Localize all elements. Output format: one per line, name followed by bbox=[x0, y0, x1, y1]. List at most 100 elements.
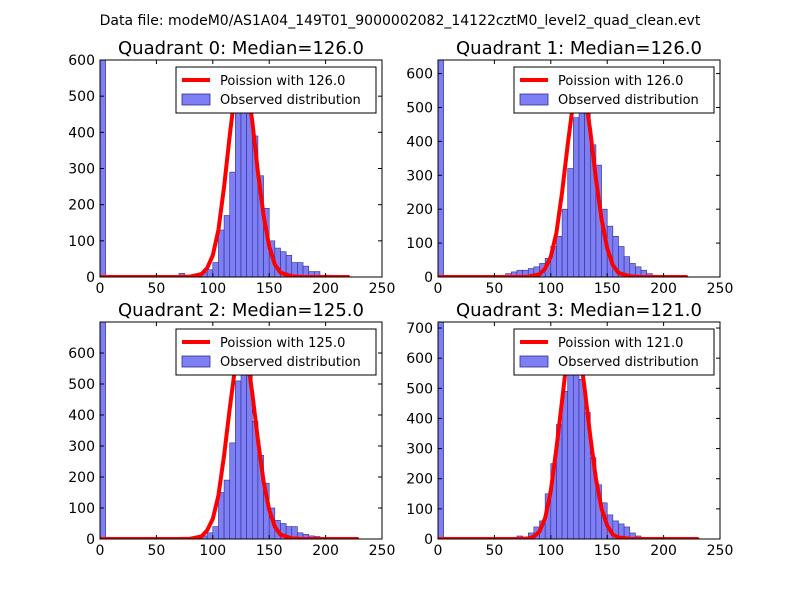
y-tick-label: 500 bbox=[406, 100, 433, 116]
x-tick-label: 150 bbox=[256, 281, 283, 297]
y-tick-label: 0 bbox=[86, 270, 95, 286]
y-tick-label: 0 bbox=[86, 532, 95, 548]
y-tick-label: 300 bbox=[406, 168, 433, 184]
legend-entry-poisson: Poission with 121.0 bbox=[558, 336, 683, 351]
legend: Poission with 126.0 Observed distribution bbox=[175, 66, 377, 114]
y-tick-label: 100 bbox=[406, 236, 433, 252]
x-tick-label: 150 bbox=[594, 281, 621, 297]
y-tick-label: 300 bbox=[406, 442, 433, 458]
y-tick-label: 400 bbox=[406, 134, 433, 150]
y-tick-label: 400 bbox=[68, 125, 95, 141]
axes-frame bbox=[99, 321, 383, 540]
quadrant-title: Quadrant 0: Median=126.0 bbox=[118, 38, 364, 59]
x-tick-label: 100 bbox=[537, 543, 564, 559]
legend: Poission with 125.0 Observed distribution bbox=[175, 328, 377, 376]
histogram-bar bbox=[573, 351, 580, 539]
y-tick-label: 600 bbox=[68, 346, 95, 362]
histogram-bar bbox=[438, 322, 444, 539]
histogram-bar bbox=[235, 103, 242, 277]
y-tick-label: 200 bbox=[68, 470, 95, 486]
x-tick-label: 200 bbox=[312, 543, 339, 559]
legend-entry-observed: Observed distribution bbox=[220, 93, 361, 108]
y-tick-label: 300 bbox=[68, 439, 95, 455]
x-tick-label: 0 bbox=[434, 543, 443, 559]
y-tick-label: 400 bbox=[68, 408, 95, 424]
histogram-bar bbox=[235, 380, 242, 539]
y-tick-label: 0 bbox=[424, 270, 433, 286]
histogram-bar bbox=[556, 236, 563, 277]
x-tick-label: 50 bbox=[147, 281, 165, 297]
histogram-bar bbox=[567, 168, 574, 277]
x-tick-label: 250 bbox=[707, 543, 734, 559]
x-tick-label: 100 bbox=[199, 543, 226, 559]
legend-patch-swatch bbox=[519, 355, 549, 368]
quadrant-title: Quadrant 3: Median=121.0 bbox=[456, 300, 702, 321]
x-tick-label: 0 bbox=[96, 543, 105, 559]
quadrant-3-panel: Quadrant 3: Median=121.0 0 50 100 150 200 250 0… bbox=[406, 300, 733, 559]
histogram-bar bbox=[573, 117, 580, 277]
quadrant-title: Quadrant 2: Median=125.0 bbox=[118, 300, 364, 321]
histogram-bar bbox=[206, 269, 214, 277]
histogram-bar bbox=[212, 526, 219, 539]
x-tick-label: 100 bbox=[537, 281, 564, 297]
legend-patch-swatch bbox=[181, 93, 211, 106]
y-tick-label: 600 bbox=[406, 67, 433, 83]
legend-patch-swatch bbox=[181, 355, 211, 368]
legend-entry-poisson: Poission with 125.0 bbox=[220, 336, 345, 351]
legend-entry-poisson: Poission with 126.0 bbox=[558, 74, 683, 89]
histogram-bar bbox=[100, 322, 106, 539]
histogram-bar bbox=[223, 215, 231, 277]
histogram-bar bbox=[561, 208, 569, 277]
y-tick-label: 600 bbox=[68, 53, 95, 69]
y-tick-label: 500 bbox=[406, 381, 433, 397]
figure-suptitle: Data file: modeM0/AS1A04_149T01_90000020… bbox=[100, 13, 701, 29]
histogram-bar bbox=[212, 262, 219, 277]
y-tick-label: 700 bbox=[406, 321, 433, 337]
y-tick-label: 100 bbox=[68, 501, 95, 517]
y-tick-label: 200 bbox=[406, 202, 433, 218]
x-tick-label: 200 bbox=[650, 543, 677, 559]
x-tick-label: 100 bbox=[199, 281, 226, 297]
y-tick-label: 500 bbox=[68, 89, 95, 105]
quadrant-1-panel: Quadrant 1: Median=126.0 0 50 100 150 200 250 0… bbox=[406, 38, 733, 297]
x-tick-label: 0 bbox=[434, 281, 443, 297]
y-tick-label: 200 bbox=[406, 472, 433, 488]
x-tick-label: 50 bbox=[147, 543, 165, 559]
quadrant-title: Quadrant 1: Median=126.0 bbox=[456, 38, 702, 59]
legend-entry-observed: Observed distribution bbox=[558, 93, 699, 108]
x-tick-label: 50 bbox=[485, 281, 503, 297]
histogram-bar bbox=[561, 391, 569, 539]
axes-frame bbox=[437, 321, 721, 540]
y-tick-label: 500 bbox=[68, 377, 95, 393]
histogram-bar bbox=[314, 271, 321, 277]
x-tick-label: 250 bbox=[369, 281, 396, 297]
histogram-bar bbox=[223, 479, 231, 539]
y-tick-label: 300 bbox=[68, 162, 95, 178]
quadrant-0-panel: Quadrant 0: Median=126.0 0 50 100 150 200 250 0… bbox=[68, 38, 395, 297]
histogram-bar bbox=[438, 60, 444, 277]
x-tick-label: 150 bbox=[594, 543, 621, 559]
y-tick-label: 400 bbox=[406, 411, 433, 427]
histogram-bar bbox=[206, 532, 214, 539]
x-tick-label: 50 bbox=[485, 543, 503, 559]
x-tick-label: 200 bbox=[650, 281, 677, 297]
x-tick-label: 250 bbox=[369, 543, 396, 559]
axes-frame bbox=[437, 59, 721, 278]
x-tick-label: 250 bbox=[707, 281, 734, 297]
histogram-bar bbox=[229, 442, 236, 539]
histogram-bar bbox=[578, 378, 585, 539]
histogram-bar bbox=[229, 171, 236, 277]
x-tick-label: 0 bbox=[96, 281, 105, 297]
y-tick-label: 100 bbox=[406, 502, 433, 518]
histogram-bar bbox=[218, 229, 225, 277]
y-tick-label: 0 bbox=[424, 532, 433, 548]
legend-entry-observed: Observed distribution bbox=[558, 355, 699, 370]
y-tick-label: 600 bbox=[406, 351, 433, 367]
legend: Poission with 126.0 Observed distribution bbox=[513, 66, 715, 114]
x-tick-label: 150 bbox=[256, 543, 283, 559]
legend: Poission with 121.0 Observed distribution bbox=[513, 328, 715, 376]
y-tick-label: 100 bbox=[68, 234, 95, 250]
legend-entry-observed: Observed distribution bbox=[220, 355, 361, 370]
legend-entry-poisson: Poission with 126.0 bbox=[220, 74, 345, 89]
